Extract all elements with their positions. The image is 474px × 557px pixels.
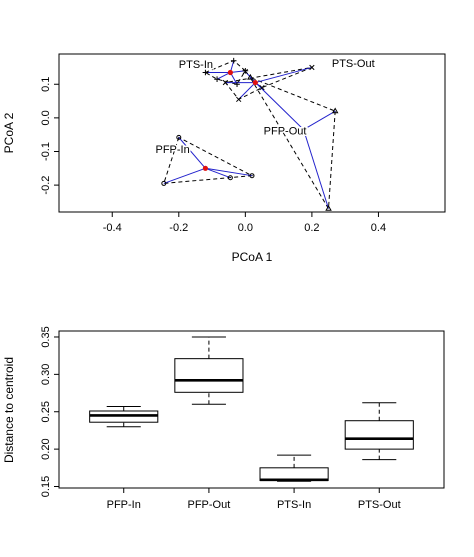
pcoa-y-axis-label: PCoA 2 [2, 112, 16, 153]
pcoa-y-tick-label-0: -0.2 [40, 176, 52, 195]
point-pts-out-0 [309, 64, 315, 71]
pcoa-x-tick-label-3: 0.2 [304, 222, 319, 234]
point-pts-in-0 [202, 69, 209, 76]
hull-pts-in [204, 60, 246, 85]
pcoa-x-tick-label-1: -0.2 [169, 222, 188, 234]
pcoa-centroids [202, 69, 307, 171]
pcoa-x-axis-label: PCoA 1 [232, 250, 273, 264]
pcoa-spokes [163, 60, 336, 209]
point-pts-out-2 [242, 68, 248, 75]
spoke-pfp-in-2 [205, 167, 253, 177]
point-pts-in-2 [214, 76, 220, 83]
box-pts-out [344, 420, 414, 450]
pcoa-x-tick-label-2: 0.0 [238, 222, 253, 234]
box-x-tick-label-pts-in: PTS-In [277, 499, 311, 511]
centroid-pfp-out [300, 127, 307, 133]
spoke-pfp-out-1 [303, 129, 330, 209]
box-y-tick-label-1: 0.20 [40, 438, 52, 459]
label-pts-out: PTS-Out [332, 58, 375, 70]
box-x-tick-label-pts-out: PTS-Out [358, 499, 401, 511]
spoke-pfp-out-0 [303, 110, 336, 131]
hull-pts-out [224, 66, 313, 101]
boxplot-y-axis: 0.15 0.20 0.25 0.30 0.35 [40, 326, 59, 497]
point-pts-in-1 [230, 57, 237, 64]
boxplot-distance-to-centroid: PFP-In PFP-Out PTS-In PTS-Out 0.150.200.250… [2, 326, 445, 511]
centroid-pts-in [227, 69, 233, 76]
point-pts-out-3 [236, 96, 242, 103]
boxplot-y-axis-label: Distance to centroid [2, 357, 16, 463]
spoke-pts-out-0 [255, 66, 313, 84]
point-pfp-out-2 [247, 73, 254, 80]
point-pfp-out-0 [331, 107, 339, 114]
point-pfp-in-0 [176, 134, 182, 140]
label-pts-in: PTS-In [179, 59, 213, 71]
label-pfp-out: PFP-Out [264, 126, 307, 138]
point-pts-out-4 [259, 84, 265, 91]
spoke-pfp-in-1 [163, 167, 206, 184]
spoke-pts-out-3 [238, 82, 256, 100]
spoke-pfp-in-0 [178, 137, 206, 169]
centroid-pfp-in [202, 165, 209, 171]
point-pts-in-3 [234, 81, 240, 88]
point-pfp-out-1 [325, 205, 332, 211]
spoke-pfp-out-2 [249, 77, 304, 130]
boxplot-boxes [89, 336, 414, 482]
box-y-tick-label-3: 0.30 [40, 364, 52, 385]
box-x-tick-label-pfp-in: PFP-In [107, 499, 141, 511]
point-pfp-in-2 [249, 173, 255, 179]
pcoa-ordination-plot: PTS-In PTS-Out PFP-Out PFP-In -0.4 -0.2 0.0 0.… [2, 53, 446, 264]
point-pts-out-1 [222, 79, 229, 86]
pcoa-x-axis: -0.4 -0.2 0.0 0.2 0.4 [103, 212, 386, 234]
pcoa-plot-frame [58, 53, 446, 213]
box-y-tick-label-0: 0.15 [40, 476, 52, 497]
pcoa-x-tick-label-0: -0.4 [103, 222, 122, 234]
label-pfp-in: PFP-In [156, 144, 190, 156]
pcoa-group-labels: PTS-In PTS-Out PFP-Out PFP-In [154, 56, 376, 157]
pcoa-points [161, 57, 339, 211]
boxplot-frame [58, 330, 445, 489]
box-x-tick-label-pfp-out: PFP-Out [188, 499, 231, 511]
hull-pfp-out [249, 76, 336, 211]
pcoa-y-tick-label-1: -0.1 [40, 142, 52, 161]
pcoa-y-tick-label-3: 0.1 [40, 77, 52, 92]
hull-pfp-in [163, 136, 254, 184]
box-y-tick-label-2: 0.25 [40, 401, 52, 422]
boxplot-x-axis: PFP-In PFP-Out PTS-In PTS-Out [107, 488, 401, 511]
box-pfp-out [174, 358, 244, 393]
box-y-tick-label-4: 0.35 [40, 326, 52, 347]
pcoa-y-tick-label-2: 0.0 [40, 110, 52, 125]
spoke-pfp-in-3 [205, 167, 231, 179]
pcoa-y-axis: -0.2 -0.1 0.0 0.1 [40, 77, 59, 195]
point-pfp-in-3 [227, 175, 233, 181]
centroid-pts-out [252, 79, 258, 86]
point-pfp-in-1 [161, 180, 167, 186]
pcoa-x-tick-label-4: 0.4 [371, 222, 386, 234]
